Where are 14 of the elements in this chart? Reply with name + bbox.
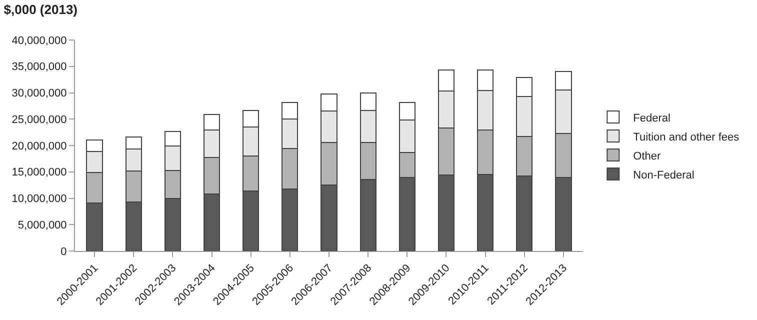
legend-label: Tuition and other fees xyxy=(633,131,740,144)
legend-label: Other xyxy=(633,150,662,162)
y-tick-label: 15,000,000 xyxy=(12,166,67,179)
y-tick-label: 25,000,000 xyxy=(12,114,67,126)
y-tick-label: 40,000,000 xyxy=(12,34,67,47)
legend-label: Non-Federal xyxy=(633,169,694,182)
y-tick-label: 30,000,000 xyxy=(12,88,67,100)
y-tick-label: 20,000,000 xyxy=(12,140,67,152)
legend-label: Federal xyxy=(633,112,670,124)
y-tick-label: 0 xyxy=(60,246,67,258)
y-tick-label: 5,000,000 xyxy=(18,219,67,232)
chart-title: $,000 (2013) xyxy=(4,2,78,17)
y-tick-label: 35,000,000 xyxy=(12,61,67,74)
y-tick-label: 10,000,000 xyxy=(12,193,67,206)
